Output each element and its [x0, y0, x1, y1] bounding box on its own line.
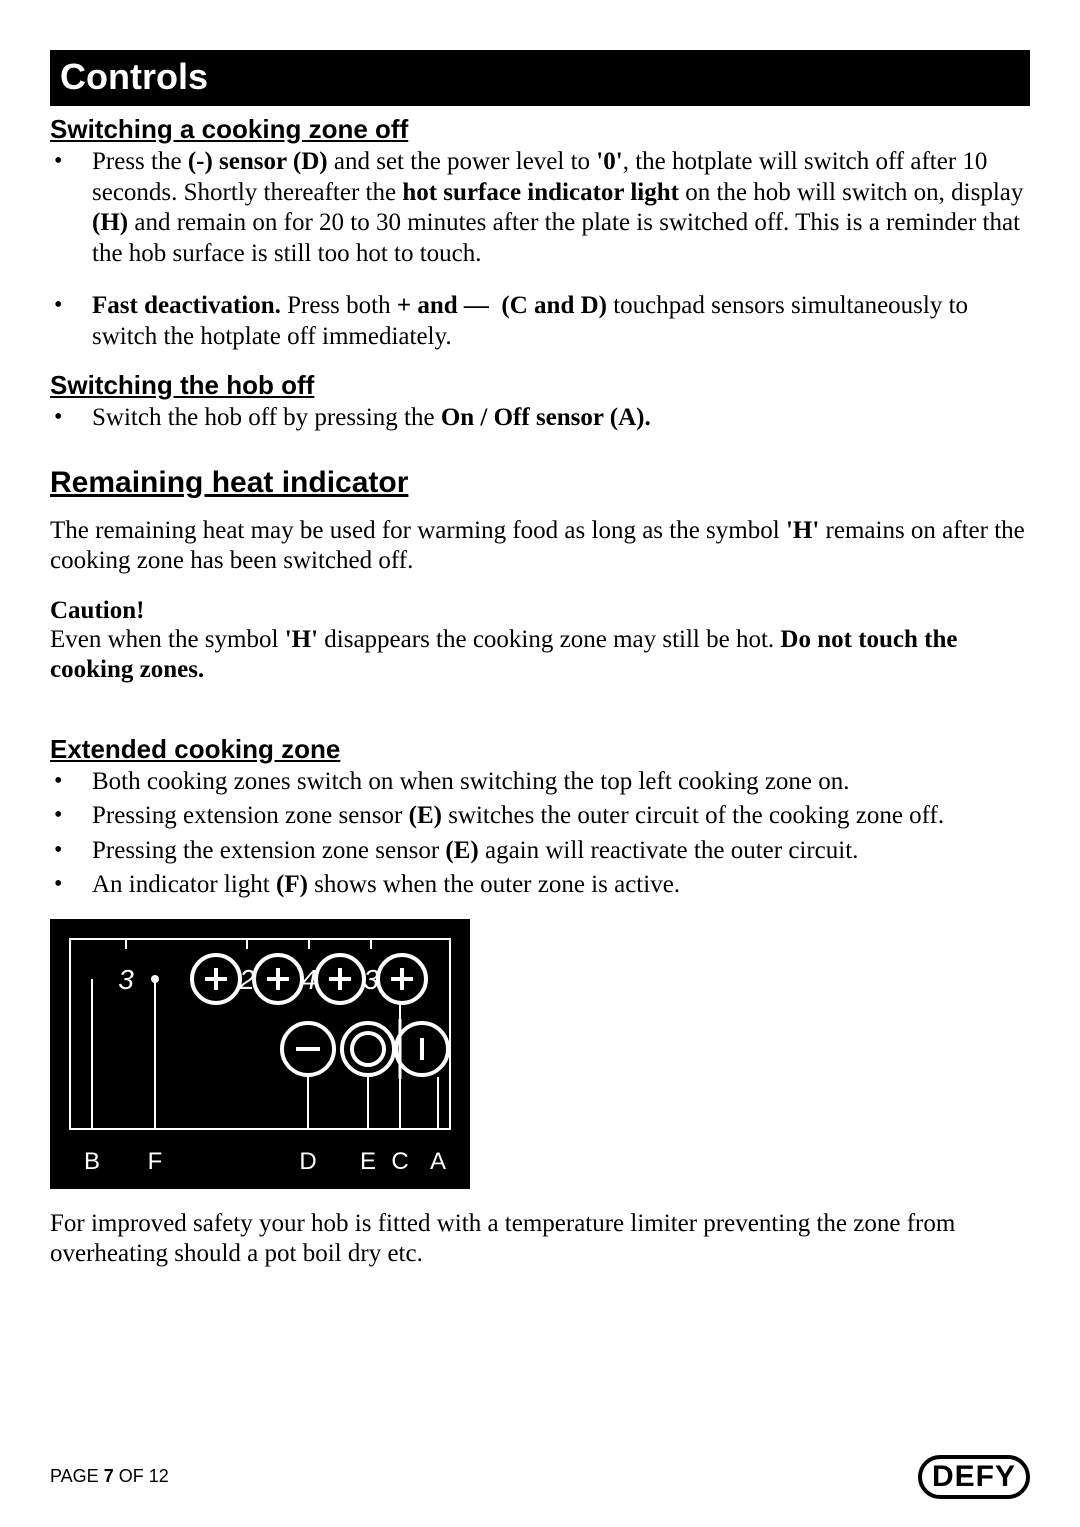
safety-paragraph: For improved safety your hob is fitted w…	[50, 1209, 1030, 1270]
heading-switch-hob-off: Switching the hob off	[50, 370, 1030, 401]
page-title: Controls	[60, 56, 208, 97]
page-footer: PAGE 7 OF 12	[50, 1466, 169, 1487]
caution-text: Even when the symbol 'H' disappears the …	[50, 625, 1030, 686]
page-title-bar: Controls	[50, 50, 1030, 106]
para-remaining-heat: The remaining heat may be used for warmi…	[50, 516, 1030, 577]
svg-text:A: A	[430, 1148, 446, 1175]
caution-label: Caution!	[50, 597, 1030, 625]
heading-switch-zone-off: Switching a cooking zone off	[50, 114, 1030, 145]
svg-text:E: E	[360, 1148, 376, 1175]
control-panel-diagram: 3243BFDECA	[50, 919, 470, 1189]
svg-text:C: C	[391, 1148, 408, 1175]
svg-text:F: F	[148, 1148, 163, 1175]
page: Controls Switching a cooking zone off Pr…	[0, 0, 1080, 1527]
brand-logo: DEFY	[918, 1455, 1030, 1499]
heading-extended-zone: Extended cooking zone	[50, 734, 1030, 765]
footer-prefix: PAGE	[50, 1466, 104, 1486]
svg-text:B: B	[84, 1148, 100, 1175]
heading-remaining-heat: Remaining heat indicator	[50, 466, 1030, 500]
footer-mid: OF	[114, 1466, 149, 1486]
list-switch-hob-off: Switch the hob off by pressing the On / …	[50, 403, 1030, 434]
list-item: Press the (-) sensor (D) and set the pow…	[50, 147, 1030, 269]
list-item: An indicator light (F) shows when the ou…	[50, 870, 1030, 901]
brand-logo-text: DEFY	[918, 1455, 1030, 1499]
svg-text:D: D	[299, 1148, 316, 1175]
list-item: Pressing extension zone sensor (E) switc…	[50, 801, 1030, 832]
footer-total: 12	[149, 1466, 169, 1486]
footer-current: 7	[104, 1466, 114, 1486]
list-item: Pressing the extension zone sensor (E) a…	[50, 836, 1030, 867]
list-item: Fast deactivation. Press both + and — (C…	[50, 291, 1030, 352]
svg-text:3: 3	[118, 964, 134, 995]
list-item: Switch the hob off by pressing the On / …	[50, 403, 1030, 434]
list-item: Both cooking zones switch on when switch…	[50, 767, 1030, 798]
list-extended-zone: Both cooking zones switch on when switch…	[50, 767, 1030, 901]
list-switch-zone-off: Press the (-) sensor (D) and set the pow…	[50, 147, 1030, 352]
